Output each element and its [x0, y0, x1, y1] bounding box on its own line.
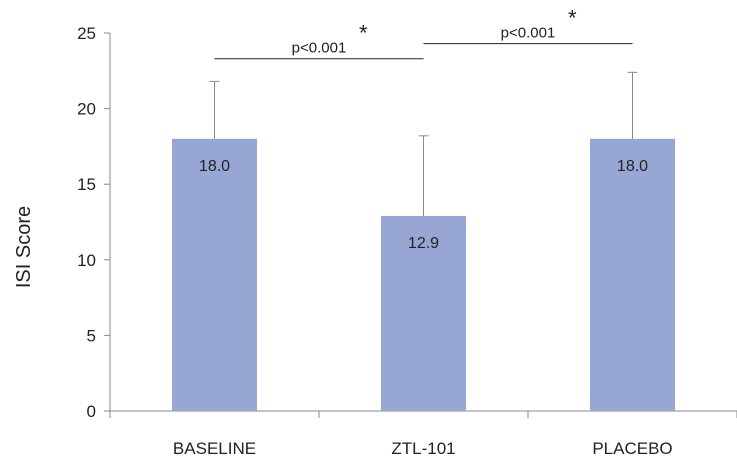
category-label: PLACEBO	[592, 439, 672, 457]
error-bars	[209, 71, 638, 216]
significance-label: p<0.001	[292, 40, 347, 57]
y-axis-title: ISI Score	[13, 206, 35, 288]
bar	[381, 215, 466, 411]
bar	[590, 138, 675, 411]
data-label: 18.0	[199, 158, 230, 175]
data-labels: 18.0 12.9 18.0	[199, 158, 648, 252]
y-tick-label: 25	[77, 24, 96, 43]
significance-annotations: p<0.001 * p<0.001 *	[214, 6, 633, 60]
data-label: 18.0	[617, 158, 648, 175]
y-tick-label: 10	[77, 251, 96, 270]
y-axis-ticks: 0 5 10 15 20 25	[77, 24, 110, 421]
category-labels: BASELINE ZTL-101 PLACEBO	[173, 439, 673, 457]
y-tick-label: 20	[77, 100, 96, 119]
category-label: ZTL-101	[391, 439, 455, 457]
data-label: 12.9	[408, 235, 439, 252]
bar	[172, 138, 257, 411]
bars	[172, 138, 675, 411]
y-tick-label: 0	[87, 402, 96, 421]
y-tick-label: 5	[87, 326, 96, 345]
significance-label: p<0.001	[501, 25, 556, 42]
y-tick-label: 15	[77, 175, 96, 194]
significance-star: *	[359, 21, 368, 46]
significance-star: *	[568, 6, 577, 31]
category-label: BASELINE	[173, 439, 256, 457]
